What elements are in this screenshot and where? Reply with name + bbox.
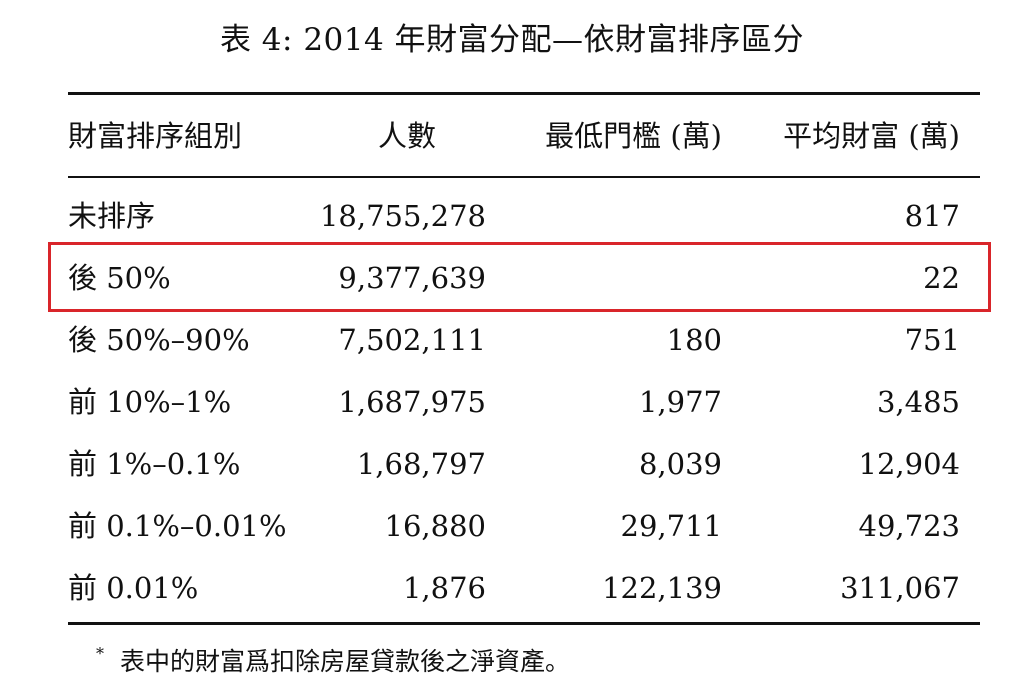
row-count: 1,876	[402, 571, 486, 605]
footnote-mark: *	[96, 644, 104, 663]
table-row: 前 10%–1% 1,687,975 1,977 3,485	[68, 372, 980, 432]
row-count: 7,502,111	[338, 323, 486, 357]
row-threshold: 122,139	[602, 571, 722, 605]
row-group: 前 0.01%	[68, 571, 199, 605]
row-threshold: 1,977	[638, 385, 722, 419]
table-row: 前 1%–0.1% 1,68,797 8,039 12,904	[68, 434, 980, 494]
row-count: 18,755,278	[319, 199, 486, 233]
row-count: 16,880	[384, 509, 486, 543]
row-group: 未排序	[68, 199, 156, 233]
header-average: 平均財富 (萬)	[783, 119, 960, 153]
footnote-text: 表中的財富爲扣除房屋貸款後之淨資產。	[120, 647, 571, 676]
highlight-box	[48, 242, 991, 312]
table-row: 前 0.01% 1,876 122,139 311,067	[68, 558, 980, 618]
row-group: 後 50%–90%	[68, 323, 250, 357]
table-row: 後 50% 9,377,639 22	[68, 248, 980, 308]
header-count: 人數	[377, 119, 436, 153]
row-threshold: 29,711	[620, 509, 722, 543]
row-count: 9,377,639	[338, 261, 486, 295]
header-group: 財富排序組別	[68, 119, 243, 153]
row-average: 49,723	[858, 509, 960, 543]
header-rule	[68, 176, 980, 178]
row-average: 22	[923, 261, 960, 295]
table-row: 前 0.1%–0.01% 16,880 29,711 49,723	[68, 496, 980, 556]
row-group: 前 1%–0.1%	[68, 447, 241, 481]
row-group: 後 50%	[68, 261, 171, 295]
bottom-rule	[68, 622, 980, 625]
table-header-row: 財富排序組別 人數 最低門檻 (萬) 平均財富 (萬)	[68, 106, 980, 166]
row-threshold: 180	[666, 323, 722, 357]
table-row: 未排序 18,755,278 817	[68, 186, 980, 246]
row-count: 1,68,797	[356, 447, 486, 481]
row-average: 311,067	[840, 571, 960, 605]
footnote: * 表中的財富爲扣除房屋貸款後之淨資產。	[96, 642, 570, 678]
row-group: 前 10%–1%	[68, 385, 232, 419]
top-rule	[68, 92, 980, 95]
table-row: 後 50%–90% 7,502,111 180 751	[68, 310, 980, 370]
row-threshold: 8,039	[638, 447, 722, 481]
row-average: 817	[904, 199, 960, 233]
row-average: 3,485	[876, 385, 960, 419]
table-caption: 表 4: 2014 年財富分配—依財富排序區分	[219, 22, 805, 58]
row-average: 12,904	[858, 447, 960, 481]
row-average: 751	[904, 323, 960, 357]
header-threshold: 最低門檻 (萬)	[545, 119, 722, 153]
row-count: 1,687,975	[338, 385, 486, 419]
row-group: 前 0.1%–0.01%	[68, 509, 287, 543]
